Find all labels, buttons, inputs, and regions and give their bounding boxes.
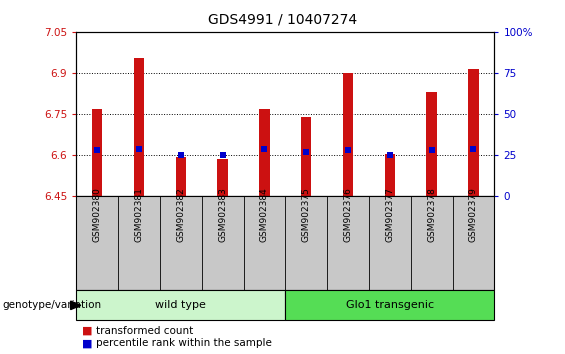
Bar bbox=[176, 157, 186, 196]
Text: GSM902377: GSM902377 bbox=[385, 187, 394, 241]
Bar bbox=[468, 69, 479, 196]
Text: wild type: wild type bbox=[155, 300, 206, 310]
Text: ■: ■ bbox=[82, 338, 93, 348]
Text: GDS4991 / 10407274: GDS4991 / 10407274 bbox=[208, 12, 357, 27]
Bar bbox=[427, 92, 437, 196]
Text: transformed count: transformed count bbox=[96, 326, 193, 336]
Text: GSM902380: GSM902380 bbox=[93, 187, 102, 241]
Bar bbox=[218, 159, 228, 196]
Text: GSM902384: GSM902384 bbox=[260, 187, 269, 241]
Text: GSM902376: GSM902376 bbox=[344, 187, 353, 241]
Bar bbox=[259, 109, 270, 196]
Text: GSM902383: GSM902383 bbox=[218, 187, 227, 241]
Text: ■: ■ bbox=[82, 326, 93, 336]
Bar bbox=[343, 73, 353, 196]
Text: GSM902379: GSM902379 bbox=[469, 187, 478, 241]
Text: GSM902382: GSM902382 bbox=[176, 187, 185, 241]
Text: percentile rank within the sample: percentile rank within the sample bbox=[96, 338, 272, 348]
Text: GSM902378: GSM902378 bbox=[427, 187, 436, 241]
Bar bbox=[134, 58, 144, 196]
Bar bbox=[385, 154, 395, 196]
Text: GSM902375: GSM902375 bbox=[302, 187, 311, 241]
Bar bbox=[92, 109, 102, 196]
Bar bbox=[301, 117, 311, 196]
Text: GSM902381: GSM902381 bbox=[134, 187, 144, 241]
Text: Glo1 transgenic: Glo1 transgenic bbox=[346, 300, 434, 310]
Text: genotype/variation: genotype/variation bbox=[3, 300, 102, 310]
